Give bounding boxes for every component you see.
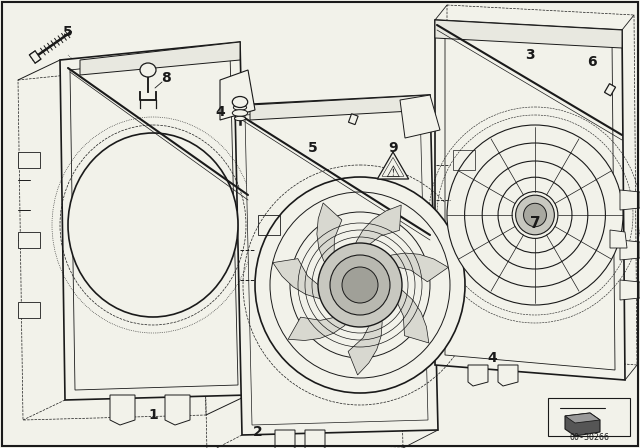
Polygon shape: [220, 70, 255, 120]
Polygon shape: [610, 230, 627, 248]
Text: 5: 5: [63, 25, 73, 39]
Ellipse shape: [330, 255, 390, 315]
Polygon shape: [565, 413, 600, 436]
Ellipse shape: [465, 143, 605, 287]
Ellipse shape: [342, 267, 378, 303]
Polygon shape: [18, 152, 40, 168]
Text: 7: 7: [530, 215, 540, 231]
Text: 5: 5: [308, 141, 318, 155]
Polygon shape: [80, 42, 240, 75]
Polygon shape: [305, 430, 325, 448]
Ellipse shape: [255, 177, 465, 393]
Text: 8: 8: [161, 71, 171, 85]
Polygon shape: [468, 365, 488, 386]
Ellipse shape: [318, 243, 402, 327]
Polygon shape: [250, 95, 430, 120]
Text: 2: 2: [253, 425, 263, 439]
Text: 4: 4: [215, 105, 225, 119]
Polygon shape: [348, 306, 382, 375]
Polygon shape: [165, 395, 190, 425]
Polygon shape: [620, 240, 640, 260]
Text: 3: 3: [525, 48, 535, 62]
Ellipse shape: [516, 195, 554, 235]
Ellipse shape: [512, 192, 558, 238]
Ellipse shape: [482, 161, 588, 269]
Polygon shape: [384, 285, 429, 343]
Text: 4: 4: [487, 351, 497, 365]
Polygon shape: [353, 205, 401, 261]
Polygon shape: [273, 258, 337, 299]
Polygon shape: [378, 253, 448, 282]
Polygon shape: [235, 95, 438, 435]
Polygon shape: [620, 280, 640, 300]
Polygon shape: [378, 152, 409, 179]
Polygon shape: [348, 114, 358, 125]
Polygon shape: [605, 84, 616, 96]
Ellipse shape: [447, 125, 623, 305]
Ellipse shape: [232, 96, 248, 108]
Polygon shape: [565, 413, 600, 423]
Polygon shape: [110, 395, 135, 425]
Ellipse shape: [232, 110, 248, 116]
Polygon shape: [245, 105, 428, 425]
Ellipse shape: [234, 105, 246, 110]
Polygon shape: [620, 190, 640, 210]
Ellipse shape: [140, 63, 156, 77]
Polygon shape: [18, 302, 40, 318]
Text: 9: 9: [388, 141, 398, 155]
Text: ⚠: ⚠: [386, 165, 400, 180]
Text: 1: 1: [148, 408, 158, 422]
Text: 6: 6: [587, 55, 597, 69]
Polygon shape: [498, 365, 518, 386]
Ellipse shape: [498, 177, 572, 253]
Bar: [548, 398, 630, 436]
Polygon shape: [400, 95, 440, 138]
Ellipse shape: [524, 203, 547, 227]
Polygon shape: [435, 20, 622, 48]
Text: 00-30266: 00-30266: [569, 432, 609, 441]
Ellipse shape: [234, 116, 246, 121]
Polygon shape: [60, 42, 248, 400]
Polygon shape: [275, 430, 295, 448]
Polygon shape: [70, 52, 238, 390]
Ellipse shape: [68, 133, 238, 317]
Polygon shape: [18, 232, 40, 248]
Polygon shape: [288, 307, 353, 340]
Polygon shape: [317, 203, 342, 271]
Polygon shape: [29, 51, 41, 63]
Polygon shape: [435, 20, 625, 380]
Polygon shape: [445, 30, 615, 370]
